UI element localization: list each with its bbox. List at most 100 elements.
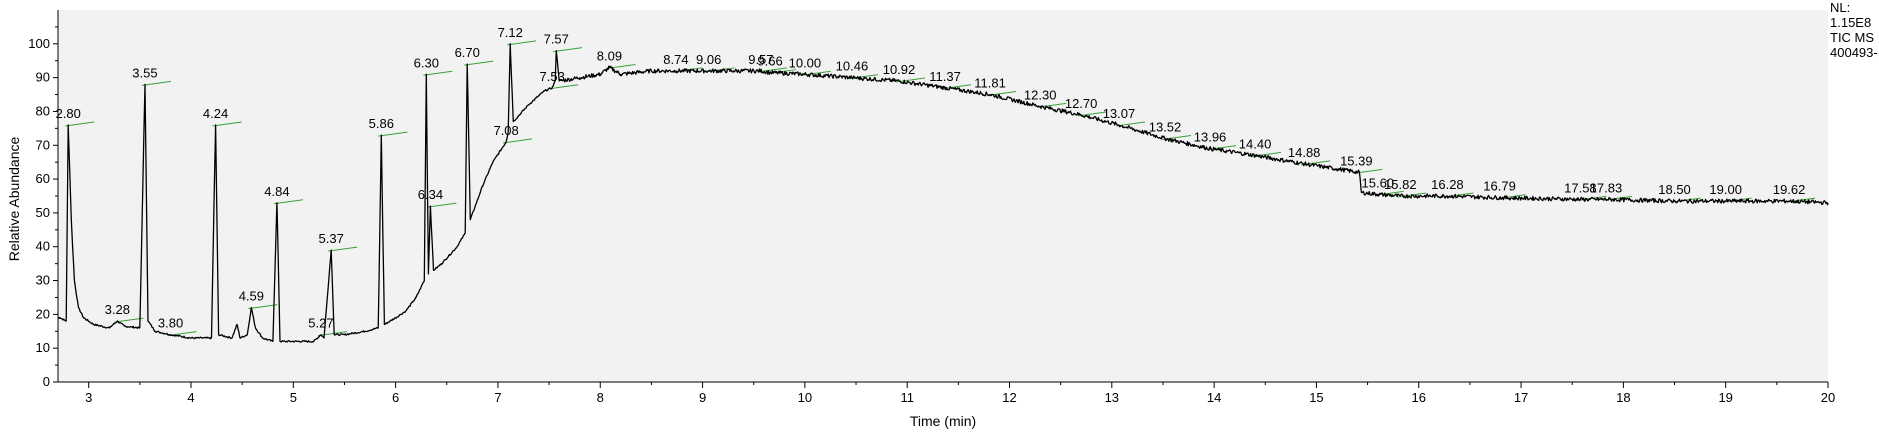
peak-mark	[212, 121, 242, 127]
x-tick-label: 8	[597, 390, 604, 405]
peak-label: 15.60	[1362, 175, 1395, 190]
x-tick-label: 12	[1002, 390, 1016, 405]
x-axis-title: Time (min)	[910, 413, 976, 429]
info-line: NL:	[1830, 0, 1850, 15]
peak-label: 11.37	[929, 69, 961, 84]
peak-mark	[378, 131, 408, 137]
x-tick-label: 9	[699, 390, 706, 405]
peak-mark	[553, 47, 583, 53]
peak-mark	[328, 246, 358, 252]
info-line: TIC MS	[1830, 30, 1874, 45]
peak-label: 14.88	[1288, 145, 1321, 160]
peak-label: 3.55	[132, 65, 157, 80]
peak-label: 19.62	[1773, 182, 1806, 197]
peak-labels: 2.80 3.28 3.55 3.80 4.24 4.59 4.84 5.27 5.37 5.86…	[56, 25, 1806, 331]
y-tick-label: 60	[36, 171, 50, 186]
peak-mark	[464, 60, 494, 66]
x-ticks: 3 4 5 6 7 8 9 10 11 12 13 14 15 16 17 18 19 20	[85, 382, 1835, 405]
y-tick-label: 30	[36, 273, 50, 288]
peak-label: 12.30	[1024, 87, 1057, 102]
peak-label: 4.84	[264, 184, 289, 199]
peak-label: 7.08	[493, 123, 518, 138]
info-line: 1.15E8	[1830, 15, 1871, 30]
peak-label: 15.82	[1384, 177, 1417, 192]
peak-label: 17.58	[1564, 180, 1597, 195]
peak-label: 14.40	[1239, 136, 1272, 151]
peak-label: 3.28	[105, 302, 130, 317]
y-tick-label: 90	[36, 70, 50, 85]
peak-mark	[672, 67, 703, 73]
peak-label: 10.00	[789, 55, 822, 70]
peak-label: 4.24	[203, 106, 228, 121]
peak-label: 8.74	[663, 52, 688, 67]
peak-label: 6.30	[414, 55, 439, 70]
peak-mark	[1078, 111, 1108, 117]
peak-mark	[549, 84, 579, 90]
x-tick-label: 7	[494, 390, 501, 405]
peak-label: 13.07	[1103, 106, 1136, 121]
peak-label: 15.39	[1340, 153, 1373, 168]
peak-label: 12.70	[1065, 96, 1098, 111]
y-axis-title: Relative Abundance	[6, 137, 22, 262]
peak-mark	[1496, 194, 1526, 200]
peak-mark	[273, 199, 304, 205]
peak-mark	[65, 121, 95, 127]
peak-label: 10.46	[836, 59, 869, 74]
x-tick-label: 10	[798, 390, 812, 405]
peak-label: 6.34	[418, 187, 443, 202]
x-tick-label: 13	[1105, 390, 1119, 405]
peak-label: 18.50	[1658, 182, 1691, 197]
peak-label: 5.37	[319, 231, 344, 246]
x-tick-label: 16	[1412, 390, 1426, 405]
y-ticks: 0 10 20 30 40 50 60 70 80 90 100	[28, 26, 58, 389]
x-tick-label: 14	[1207, 390, 1221, 405]
x-tick-label: 15	[1309, 390, 1323, 405]
peak-label: 9.57	[748, 52, 773, 67]
peak-mark	[503, 138, 533, 144]
y-tick-label: 80	[36, 103, 50, 118]
peak-mark	[848, 74, 879, 80]
peak-label: 17.83	[1590, 180, 1623, 195]
y-tick-label: 10	[36, 340, 50, 355]
peak-label: 13.52	[1149, 120, 1182, 135]
peak-label: 7.12	[498, 25, 523, 40]
peak-mark	[507, 40, 537, 46]
y-tick-label: 50	[36, 205, 50, 220]
y-tick-label: 100	[28, 36, 50, 51]
x-tick-label: 5	[290, 390, 297, 405]
peak-mark	[757, 67, 787, 73]
peak-label: 8.09	[597, 48, 622, 63]
peak-label: 13.96	[1194, 130, 1227, 145]
x-tick-label: 17	[1514, 390, 1528, 405]
peak-label: 7.57	[544, 32, 569, 47]
x-tick-label: 6	[392, 390, 399, 405]
peak-mark	[248, 304, 278, 310]
peak-mark	[141, 80, 172, 86]
peak-label: 5.86	[369, 116, 394, 131]
x-tick-label: 20	[1821, 390, 1835, 405]
peak-label: 16.28	[1431, 177, 1464, 192]
y-tick-label: 0	[43, 374, 50, 389]
peak-label: 10.92	[883, 62, 916, 77]
peak-label: 11.81	[974, 76, 1006, 91]
x-tick-label: 3	[85, 390, 92, 405]
x-tick-label: 18	[1616, 390, 1630, 405]
peak-label: 6.70	[455, 45, 480, 60]
peak-label: 7.53	[540, 69, 565, 84]
x-tick-label: 4	[187, 390, 194, 405]
info-line: 400493-	[1830, 45, 1878, 60]
y-tick-label: 20	[36, 306, 50, 321]
peak-mark	[1353, 168, 1383, 174]
peak-label: 5.27	[308, 316, 333, 331]
peak-mark	[317, 331, 348, 337]
peak-mark	[427, 202, 457, 208]
x-tick-label: 11	[900, 390, 914, 405]
peak-label: 16.79	[1483, 179, 1516, 194]
peak-label: 4.59	[239, 289, 264, 304]
y-tick-label: 40	[36, 239, 50, 254]
tic-trace-line	[57, 43, 1829, 343]
peak-mark	[423, 70, 453, 76]
peak-label: 3.80	[158, 316, 183, 331]
peak-label: 9.06	[696, 52, 721, 67]
